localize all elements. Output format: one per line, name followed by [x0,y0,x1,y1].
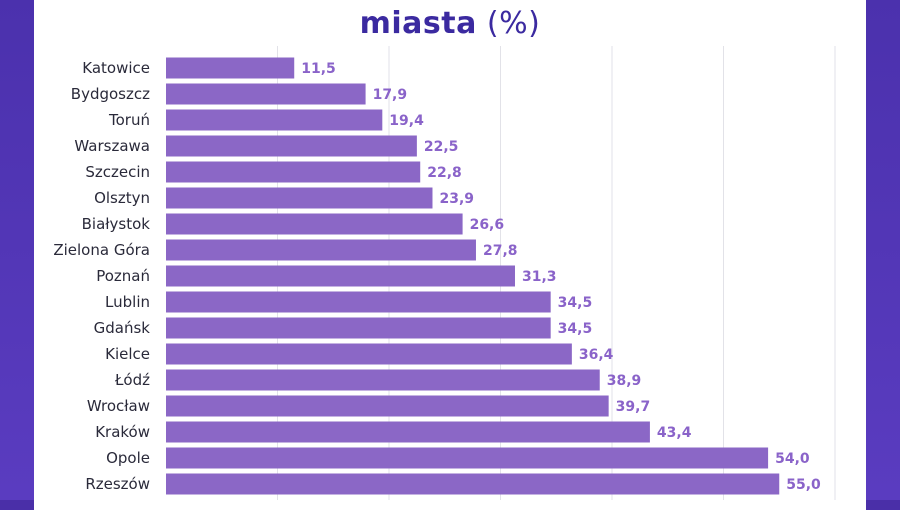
chart-title-suffix: (%) [486,6,541,41]
bar [166,291,551,313]
bar [166,421,650,443]
value-label: 26,6 [470,217,505,233]
category-label: Szczecin [85,163,150,181]
value-label: 54,0 [775,451,810,467]
category-label: Białystok [82,215,151,233]
value-label: 36,4 [579,347,614,363]
value-label: 23,9 [439,191,474,207]
bar [166,161,421,183]
category-label: Łódź [114,371,150,389]
value-label: 19,4 [389,113,424,129]
category-label: Kielce [105,345,150,363]
category-label: Olsztyn [94,189,150,207]
chart-title-main: miasta [359,6,477,41]
bar [166,109,383,131]
value-label: 22,8 [427,165,462,181]
category-label: Bydgoszcz [71,85,150,103]
bar [166,57,295,79]
value-label: 38,9 [607,373,642,389]
bar [166,317,551,339]
category-label: Poznań [96,267,150,285]
value-label: 11,5 [301,61,336,77]
bar [166,447,769,469]
bar [166,135,417,157]
chart-title: miasta (%) [0,6,900,41]
category-label: Lublin [105,293,150,311]
bar [166,187,433,209]
bar [166,473,780,495]
bar [166,265,515,287]
bar [166,83,366,105]
value-label: 27,8 [483,243,518,259]
value-label: 43,4 [657,425,692,441]
bar [166,395,609,417]
category-label: Zielona Góra [53,241,150,259]
category-label: Wrocław [87,397,150,415]
category-label: Warszawa [74,137,150,155]
value-label: 31,3 [522,269,557,285]
bar [166,213,463,235]
category-label: Opole [106,449,150,467]
value-label: 22,5 [424,139,459,155]
category-label: Gdańsk [94,319,151,337]
bar [166,369,600,391]
value-label: 55,0 [786,477,821,493]
value-label: 17,9 [373,87,408,103]
category-label: Kraków [95,423,150,441]
category-label: Rzeszów [85,475,150,493]
category-label: Katowice [82,59,150,77]
value-label: 39,7 [616,399,651,415]
category-label: Toruń [108,111,150,129]
bar [166,239,476,261]
value-label: 34,5 [558,321,593,337]
value-label: 34,5 [558,295,593,311]
bar [166,343,572,365]
